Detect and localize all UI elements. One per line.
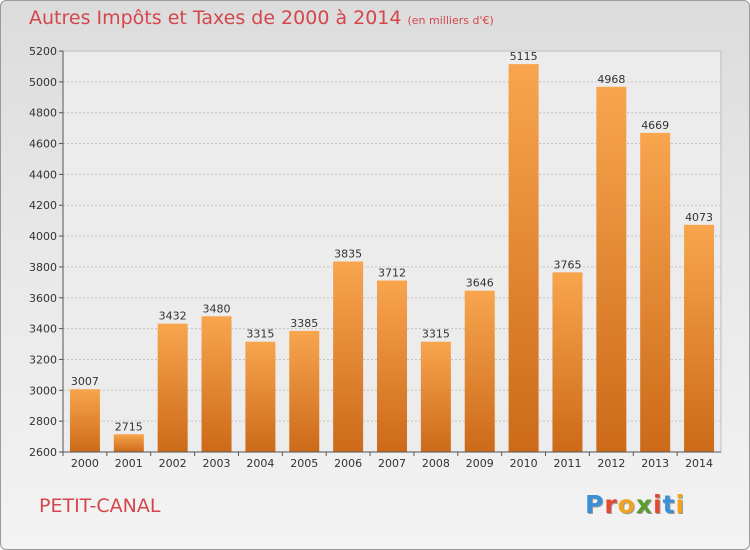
bar-2004	[245, 342, 275, 452]
x-tick-label: 2005	[290, 457, 318, 470]
x-tick-label: 2013	[641, 457, 669, 470]
y-tick-label: 5200	[29, 45, 57, 58]
value-label-2005: 3385	[290, 317, 318, 330]
x-tick-label: 2000	[71, 457, 99, 470]
x-tick-label: 2001	[115, 457, 143, 470]
y-tick-label: 4400	[29, 168, 57, 181]
x-tick-label: 2014	[685, 457, 713, 470]
logo-letter: t	[663, 490, 676, 519]
logo-letter: r	[604, 490, 617, 519]
y-axis: 2600 2800 3000 3200 3400 3600 3800 4000 4200 4400…	[29, 45, 63, 459]
x-tick-label: 2004	[246, 457, 274, 470]
bar-chart: 2600 2800 3000 3200 3400 3600 3800 4000 4200 4400…	[1, 1, 750, 550]
bar-2007	[377, 280, 407, 452]
x-tick-label: 2008	[422, 457, 450, 470]
y-tick-label: 5000	[29, 76, 57, 89]
y-tick-label: 4800	[29, 107, 57, 120]
bar-2008	[421, 342, 451, 452]
y-tick-label: 3200	[29, 353, 57, 366]
value-label-2013: 4669	[641, 119, 669, 132]
value-label-2006: 3835	[334, 248, 362, 261]
y-tick-label: 3400	[29, 323, 57, 336]
value-label-2014: 4073	[685, 211, 713, 224]
bar-2002	[158, 324, 188, 452]
value-label-2011: 3765	[553, 258, 581, 271]
chart-frame: Autres Impôts et Taxes de 2000 à 2014 (en…	[0, 0, 750, 550]
proxiti-logo: Proxiti	[585, 490, 685, 519]
logo-letter: x	[636, 490, 653, 519]
y-tick-label: 3600	[29, 292, 57, 305]
y-tick-label: 2600	[29, 446, 57, 459]
y-tick-label: 4000	[29, 230, 57, 243]
bar-2001	[114, 434, 144, 452]
value-label-2000: 3007	[71, 375, 99, 388]
bar-2013	[640, 133, 670, 452]
bar-2011	[552, 272, 582, 452]
value-label-2012: 4968	[597, 73, 625, 86]
x-tick-label: 2007	[378, 457, 406, 470]
x-tick-label: 2002	[159, 457, 187, 470]
value-label-2010: 5115	[510, 50, 538, 63]
logo-letter: i	[653, 490, 663, 519]
bar-2010	[509, 64, 539, 452]
x-tick-label: 2010	[510, 457, 538, 470]
bar-2005	[289, 331, 319, 452]
value-label-2007: 3712	[378, 266, 406, 279]
x-tick-label: 2012	[597, 457, 625, 470]
logo-letter: o	[618, 490, 636, 519]
y-tick-label: 2800	[29, 415, 57, 428]
bar-2006	[333, 262, 363, 452]
value-label-2003: 3480	[203, 302, 231, 315]
bar-2012	[596, 87, 626, 452]
x-tick-label: 2009	[466, 457, 494, 470]
value-label-2008: 3315	[422, 328, 450, 341]
commune-name: PETIT-CANAL	[39, 495, 160, 517]
value-label-2001: 2715	[115, 420, 143, 433]
bar-2003	[202, 316, 232, 452]
logo-letter: i	[676, 490, 686, 519]
y-tick-label: 3800	[29, 261, 57, 274]
x-tick-label: 2011	[553, 457, 581, 470]
value-label-2002: 3432	[159, 310, 187, 323]
logo-letter: P	[585, 490, 604, 519]
bar-2009	[465, 291, 495, 452]
value-label-2004: 3315	[246, 328, 274, 341]
value-label-2009: 3646	[466, 277, 494, 290]
y-tick-label: 4200	[29, 199, 57, 212]
x-tick-label: 2006	[334, 457, 362, 470]
y-tick-label: 4600	[29, 138, 57, 151]
x-tick-label: 2003	[203, 457, 231, 470]
x-axis: 2000 2001 2002 2003 2004 2005 2006 2007 2008 2009…	[63, 452, 721, 470]
y-tick-label: 3000	[29, 384, 57, 397]
bar-2014	[684, 225, 714, 452]
bar-2000	[70, 389, 100, 452]
